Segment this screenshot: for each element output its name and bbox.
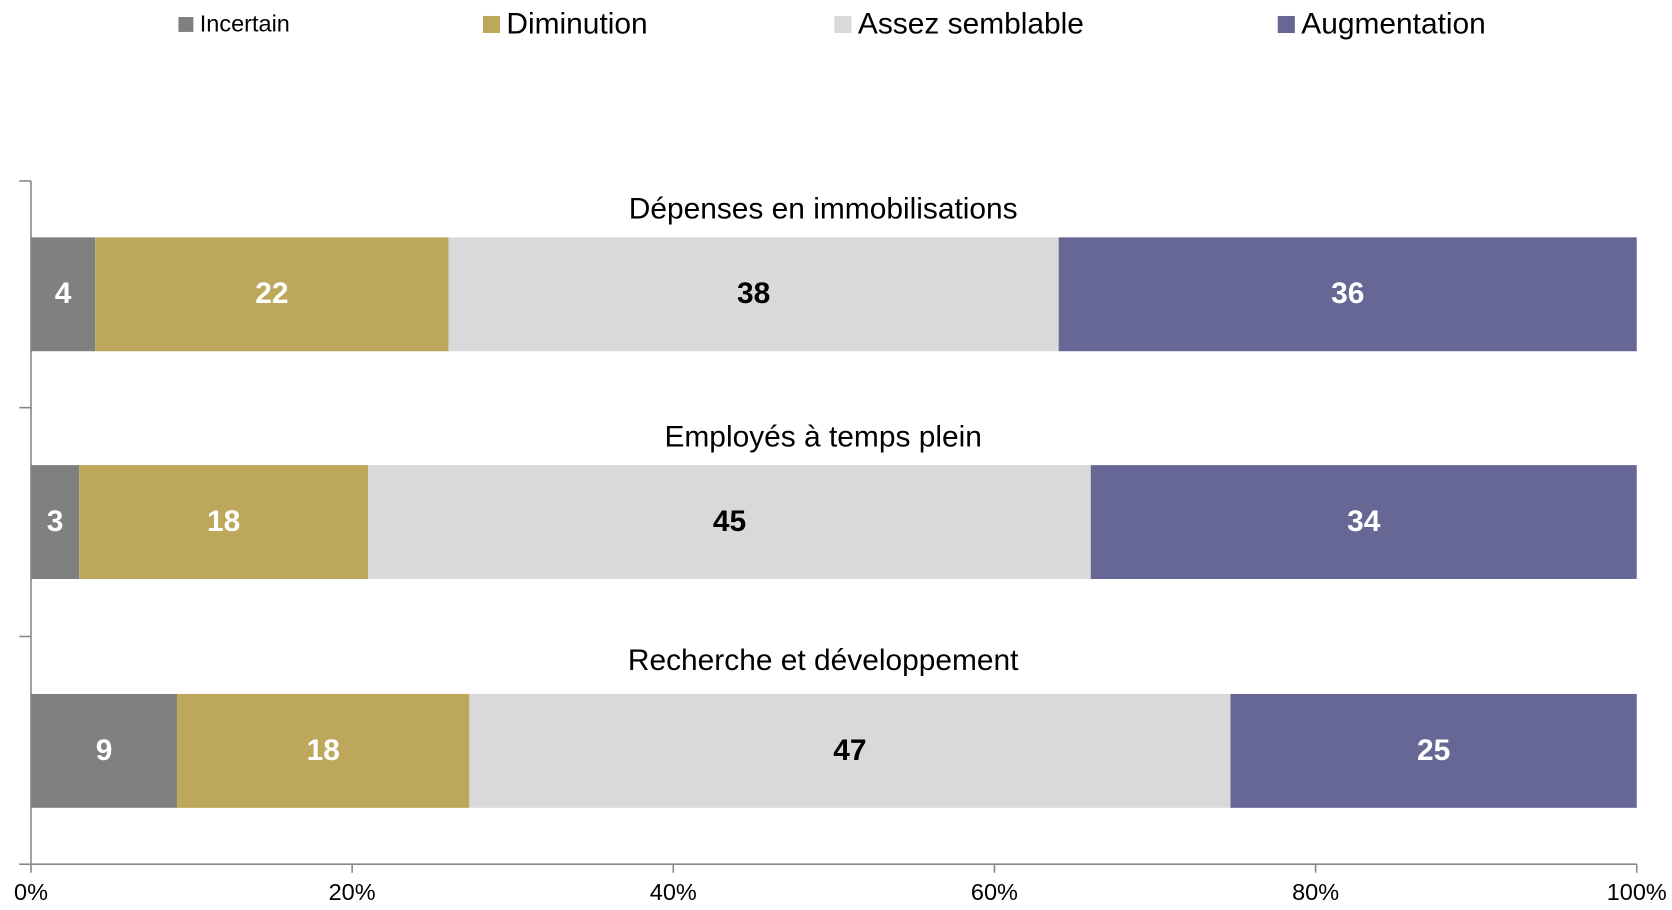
data-label: 22: [255, 277, 288, 310]
legend-swatch: [482, 15, 500, 33]
legend-label: Augmentation: [1301, 7, 1486, 40]
data-label: 9: [96, 734, 113, 767]
category-label: Recherche et développement: [628, 644, 1019, 677]
data-label: 18: [307, 734, 340, 767]
x-tick-label: 40%: [650, 879, 697, 905]
bar-segment: [469, 693, 1231, 808]
data-label: 47: [833, 734, 866, 767]
x-tick-label: 0%: [14, 879, 48, 905]
legend-label: Incertain: [200, 11, 290, 37]
legend-swatch: [178, 17, 194, 32]
data-label: 45: [713, 505, 746, 538]
bar-segment: [1090, 465, 1637, 579]
legend-label: Diminution: [506, 7, 647, 40]
data-label: 3: [47, 505, 64, 538]
bar-segment: [177, 693, 470, 808]
data-label: 25: [1417, 734, 1450, 767]
x-tick-label: 80%: [1292, 879, 1339, 905]
bar-segment: [448, 237, 1059, 352]
bar-segment: [30, 693, 178, 808]
bar-segment: [79, 465, 369, 579]
category-label: Dépenses en immobilisations: [629, 193, 1018, 226]
data-label: 36: [1331, 277, 1364, 310]
data-label: 34: [1347, 505, 1381, 538]
data-label: 38: [737, 277, 770, 310]
bar-segment: [1230, 693, 1637, 808]
legend-swatch: [1277, 15, 1295, 33]
x-tick-label: 100%: [1607, 879, 1667, 905]
legend-label: Assez semblable: [858, 7, 1084, 40]
bar-segment: [30, 237, 96, 352]
category-label: Employés à temps plein: [664, 420, 981, 453]
x-tick-label: 20%: [329, 879, 376, 905]
bar-segment: [1058, 237, 1637, 352]
bar-segment: [30, 465, 80, 579]
data-label: 4: [55, 277, 72, 310]
bar-segment: [368, 465, 1091, 579]
bar-segment: [95, 237, 449, 352]
legend-swatch: [834, 15, 852, 33]
data-label: 18: [207, 505, 240, 538]
x-tick-label: 60%: [971, 879, 1018, 905]
